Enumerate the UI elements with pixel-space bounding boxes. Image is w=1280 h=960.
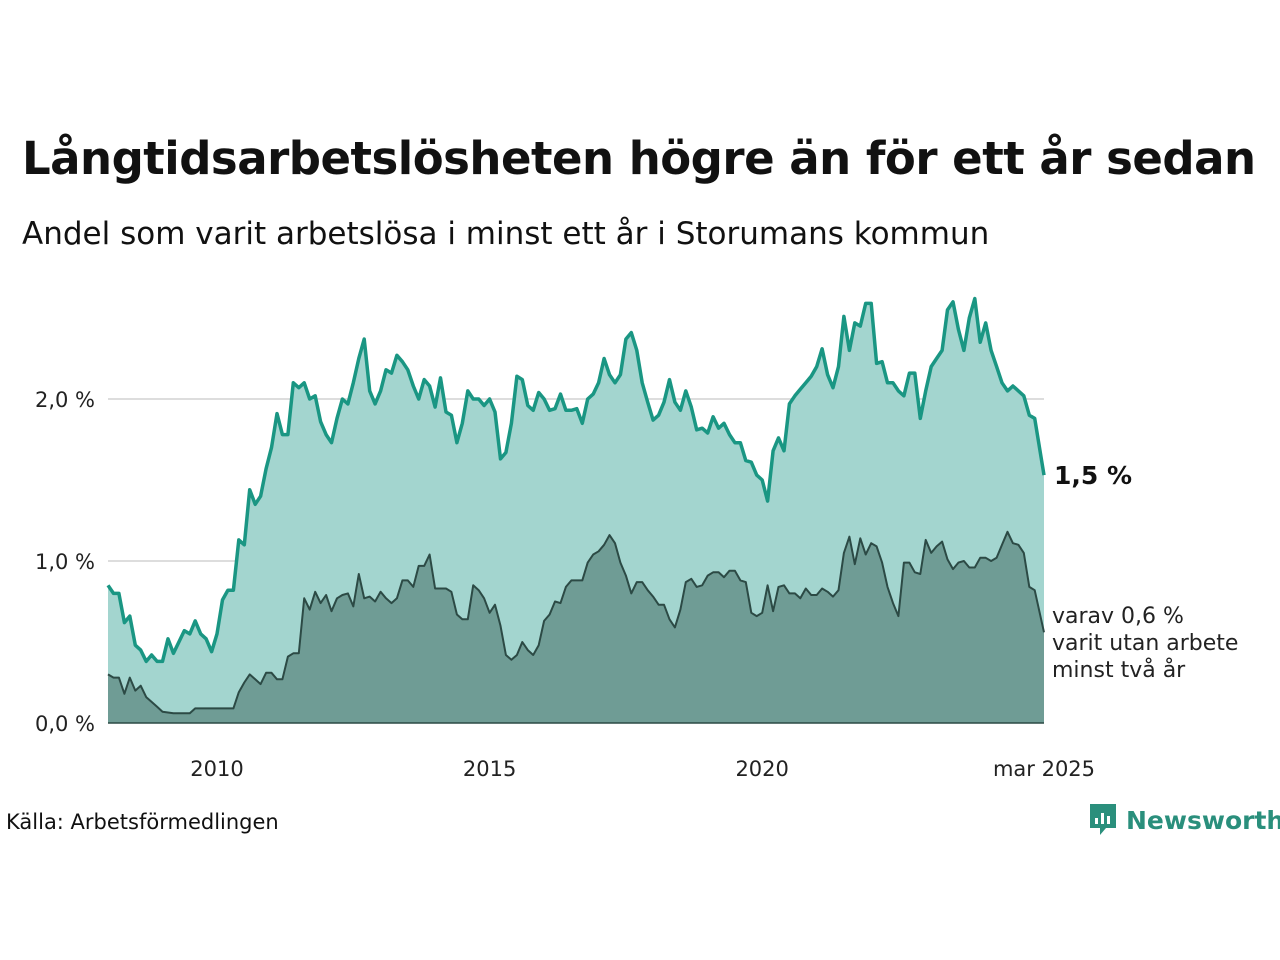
area-layer [106, 296, 1046, 723]
chart-subtitle: Andel som varit arbetslösa i minst ett å… [22, 216, 990, 252]
line-minst-ett-ar [106, 296, 1046, 664]
end-value-label: 1,5 % [1054, 461, 1132, 490]
axis-layer: 0,0 % 1,0 % 2,0 % 2010 2015 2020 mar 2025 [35, 388, 1095, 781]
x-tick-label: mar 2025 [993, 757, 1095, 781]
x-tick-label: 2015 [463, 757, 516, 781]
source-note: Källa: Arbetsförmedlingen [6, 810, 279, 834]
line-minst-tva-ar [107, 530, 1045, 715]
brand-name: Newsworthy [1126, 805, 1280, 835]
y-tick-label: 1,0 % [35, 550, 95, 574]
y-tick-label: 0,0 % [35, 712, 95, 736]
chart-title: Långtidsarbetslösheten högre än för ett … [22, 132, 1256, 185]
area-minst-tva-ar [108, 531, 1044, 723]
newsworthy-logo-icon [1090, 804, 1116, 835]
x-tick-label: 2020 [735, 757, 788, 781]
y-tick-label: 2,0 % [35, 388, 95, 412]
lower-series-label: varit utan arbete [1052, 631, 1238, 656]
x-tick-label: 2010 [190, 757, 243, 781]
brand-logo[interactable]: Newsworthy [1088, 802, 1280, 838]
lower-series-label: minst två år [1052, 657, 1186, 683]
lower-series-label: varav 0,6 % [1052, 604, 1184, 629]
